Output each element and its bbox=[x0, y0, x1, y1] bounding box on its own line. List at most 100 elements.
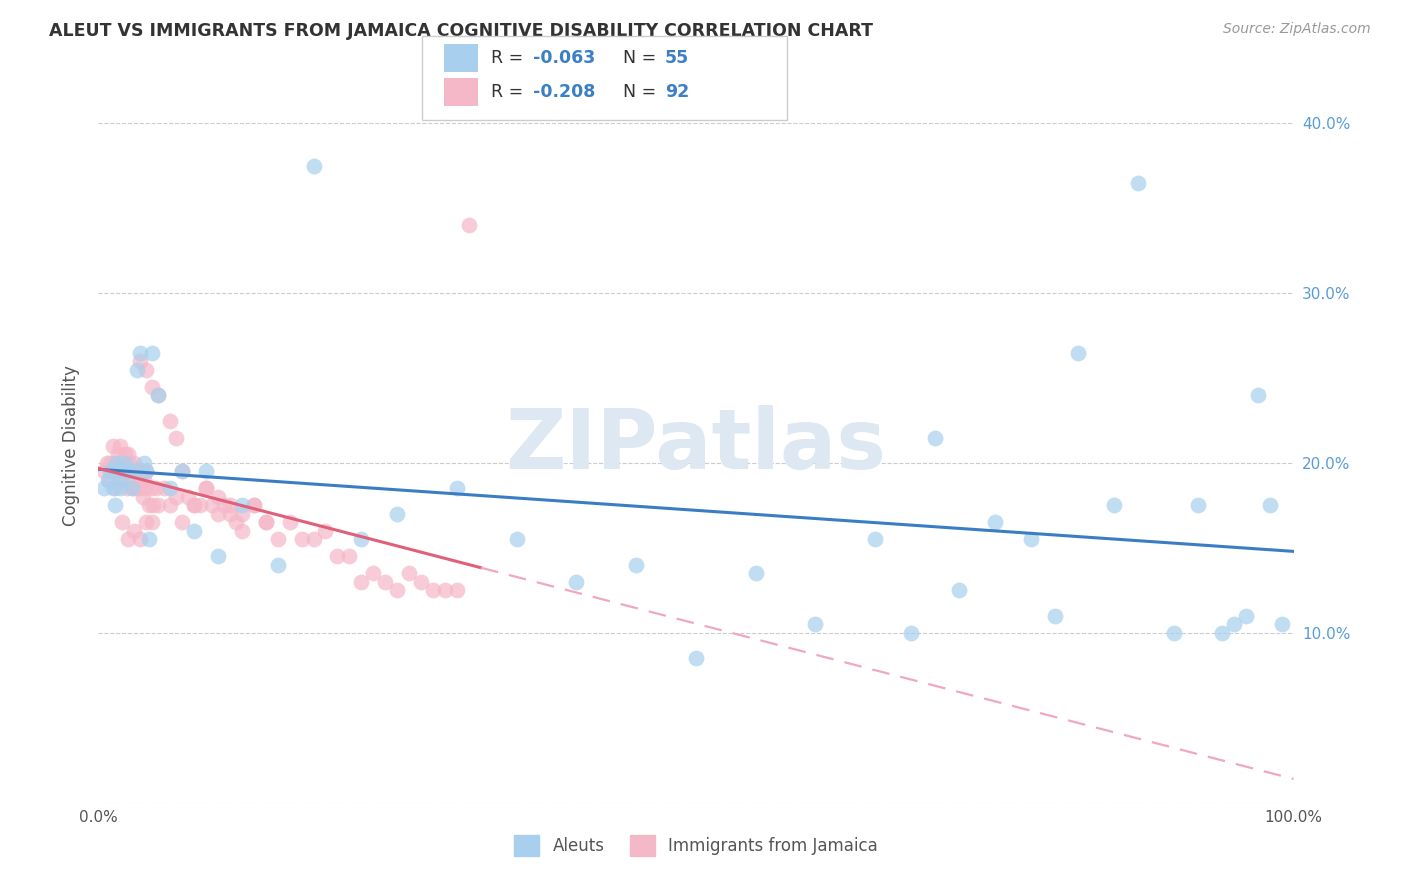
Point bbox=[183, 499, 205, 513]
Point bbox=[685, 651, 707, 665]
Text: -0.063: -0.063 bbox=[533, 49, 595, 67]
Point bbox=[165, 430, 187, 444]
Point bbox=[124, 465, 146, 479]
Point bbox=[924, 430, 946, 444]
Point bbox=[159, 482, 181, 496]
Point bbox=[506, 533, 529, 547]
Point bbox=[132, 456, 155, 470]
Point bbox=[127, 465, 149, 479]
Point bbox=[172, 465, 194, 479]
Point bbox=[434, 583, 457, 598]
Point bbox=[148, 388, 170, 402]
Point bbox=[135, 362, 157, 376]
Text: R =: R = bbox=[491, 49, 529, 67]
Text: ALEUT VS IMMIGRANTS FROM JAMAICA COGNITIVE DISABILITY CORRELATION CHART: ALEUT VS IMMIGRANTS FROM JAMAICA COGNITI… bbox=[49, 22, 873, 40]
Point bbox=[195, 482, 218, 496]
Point bbox=[172, 516, 194, 530]
Point bbox=[111, 456, 134, 470]
Point bbox=[117, 448, 139, 462]
Point bbox=[315, 524, 337, 538]
Point bbox=[115, 482, 138, 496]
Point bbox=[177, 490, 200, 504]
Point bbox=[207, 490, 229, 504]
Point bbox=[1271, 617, 1294, 632]
Point bbox=[131, 490, 153, 504]
Point bbox=[1067, 345, 1090, 359]
Point bbox=[267, 533, 290, 547]
Point bbox=[1163, 626, 1185, 640]
Point bbox=[984, 516, 1007, 530]
Point bbox=[107, 448, 129, 462]
Y-axis label: Cognitive Disability: Cognitive Disability bbox=[62, 366, 80, 526]
Point bbox=[385, 507, 409, 521]
Point bbox=[97, 473, 120, 487]
Point bbox=[101, 482, 124, 496]
Point bbox=[385, 583, 409, 598]
Point bbox=[117, 465, 139, 479]
Text: -0.208: -0.208 bbox=[533, 83, 595, 101]
Point bbox=[141, 516, 163, 530]
Point bbox=[231, 499, 253, 513]
Point bbox=[98, 456, 122, 470]
Point bbox=[118, 456, 141, 470]
Text: Source: ZipAtlas.com: Source: ZipAtlas.com bbox=[1223, 22, 1371, 37]
Point bbox=[172, 465, 194, 479]
Point bbox=[115, 465, 138, 479]
Point bbox=[231, 524, 253, 538]
Point bbox=[131, 465, 153, 479]
Point bbox=[117, 533, 139, 547]
Point bbox=[141, 379, 163, 393]
Point bbox=[865, 533, 887, 547]
Text: N =: N = bbox=[623, 49, 662, 67]
Point bbox=[183, 499, 205, 513]
Point bbox=[254, 516, 277, 530]
Point bbox=[267, 558, 290, 572]
Point bbox=[93, 465, 115, 479]
Point bbox=[219, 499, 242, 513]
Point bbox=[212, 499, 235, 513]
Point bbox=[446, 482, 468, 496]
Point bbox=[93, 482, 115, 496]
Point bbox=[148, 499, 170, 513]
Point bbox=[201, 499, 224, 513]
Point bbox=[231, 507, 253, 521]
Point bbox=[139, 482, 162, 496]
Point bbox=[135, 465, 157, 479]
Point bbox=[374, 574, 396, 589]
Point bbox=[219, 507, 242, 521]
Point bbox=[188, 499, 211, 513]
Point bbox=[745, 566, 768, 581]
Point bbox=[153, 482, 176, 496]
Point bbox=[124, 456, 146, 470]
Point bbox=[565, 574, 588, 589]
Point bbox=[142, 499, 165, 513]
Point bbox=[626, 558, 648, 572]
Point bbox=[804, 617, 827, 632]
Point bbox=[1043, 608, 1066, 623]
Point bbox=[128, 473, 150, 487]
Point bbox=[900, 626, 922, 640]
Text: ZIPatlas: ZIPatlas bbox=[506, 406, 886, 486]
Point bbox=[350, 533, 373, 547]
Point bbox=[132, 473, 155, 487]
Point bbox=[195, 482, 218, 496]
Text: N =: N = bbox=[623, 83, 662, 101]
Point bbox=[108, 439, 131, 453]
Point bbox=[107, 465, 129, 479]
Point bbox=[243, 499, 266, 513]
Point bbox=[1104, 499, 1126, 513]
Point bbox=[148, 388, 170, 402]
Point bbox=[111, 473, 134, 487]
Text: R =: R = bbox=[491, 83, 529, 101]
Point bbox=[1234, 608, 1257, 623]
Point bbox=[948, 583, 970, 598]
Point bbox=[350, 574, 373, 589]
Point bbox=[125, 482, 148, 496]
Point bbox=[124, 524, 146, 538]
Point bbox=[141, 345, 163, 359]
Point bbox=[398, 566, 420, 581]
Point bbox=[243, 499, 266, 513]
Point bbox=[422, 583, 444, 598]
Point bbox=[278, 516, 301, 530]
Text: 55: 55 bbox=[665, 49, 689, 67]
